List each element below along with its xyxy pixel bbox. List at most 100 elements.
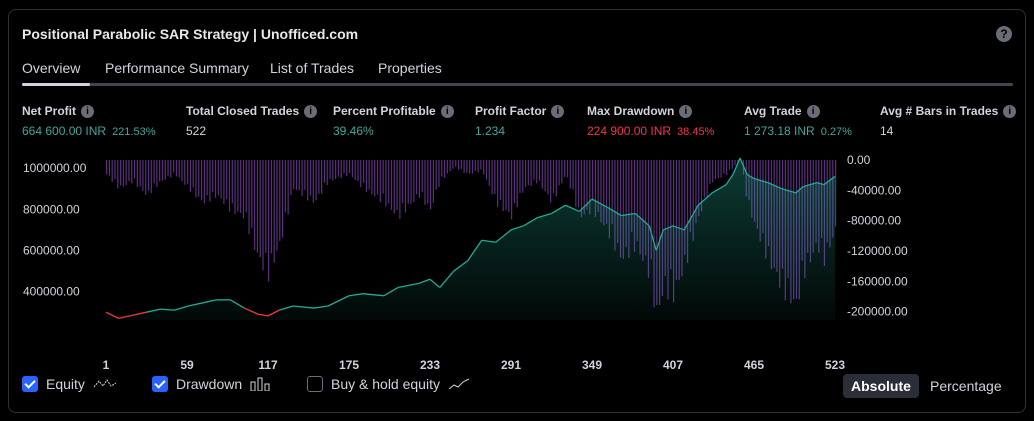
equity-segment xyxy=(229,299,245,309)
info-icon[interactable]: i xyxy=(304,104,318,118)
metric-value: 664 600.00 INR xyxy=(22,124,107,138)
drawdown-bar xyxy=(452,160,454,169)
equity-segment xyxy=(823,175,836,186)
drawdown-checkbox[interactable] xyxy=(152,376,168,392)
percentage-toggle[interactable]: Percentage xyxy=(930,378,1002,394)
drawdown-bar xyxy=(307,160,309,201)
drawdown-bar xyxy=(161,160,164,181)
right-axis-tick: -40000.00 xyxy=(847,183,901,197)
legend-equity[interactable]: Equity xyxy=(22,376,117,392)
legend-buy-hold-equity[interactable]: Buy & hold equity xyxy=(307,376,470,392)
drawdown-bar xyxy=(633,160,636,252)
absolute-toggle[interactable]: Absolute xyxy=(843,374,919,398)
drawdown-bar xyxy=(136,160,138,188)
drawdown-bar xyxy=(335,160,337,179)
drawdown-bar xyxy=(700,160,703,212)
drawdown-bar xyxy=(318,160,320,194)
equity-chart[interactable]: 1000000.00 800000.00 600000.00 400000.00 0.… xyxy=(9,152,1027,380)
equity-segment xyxy=(118,314,133,319)
drawdown-bar xyxy=(513,160,515,204)
drawdown-bar xyxy=(351,160,353,178)
drawdown-bar xyxy=(586,160,588,210)
equity-segment xyxy=(795,186,804,194)
equity-segment xyxy=(418,278,431,285)
drawdown-bar xyxy=(533,160,535,180)
drawdown-bar xyxy=(471,160,474,174)
drawdown-bar xyxy=(379,160,381,203)
metric-percent: 38.45% xyxy=(677,126,715,138)
equity-segment xyxy=(802,181,818,188)
drawdown-bar xyxy=(237,160,239,212)
drawdown-bar xyxy=(343,160,345,174)
drawdown-bar xyxy=(491,160,493,195)
equity-segment xyxy=(672,225,685,231)
drawdown-bar xyxy=(441,160,443,177)
drawdown-bar xyxy=(494,160,496,194)
drawdown-bar xyxy=(284,160,286,213)
info-icon[interactable]: i xyxy=(440,104,454,118)
drawdown-bar xyxy=(430,160,432,210)
drawdown-bar xyxy=(240,160,242,213)
equity-segment xyxy=(565,204,580,213)
drawdown-bar xyxy=(566,160,569,178)
drawdown-bar xyxy=(354,160,356,181)
tab-properties[interactable]: Properties xyxy=(378,60,442,76)
help-icon[interactable]: ? xyxy=(996,26,1012,42)
drawdown-bar xyxy=(371,160,373,195)
drawdown-bar xyxy=(206,160,208,196)
equity-segment xyxy=(105,311,119,319)
drawdown-bar xyxy=(516,160,518,208)
metric-label: Avg Trade xyxy=(744,104,802,118)
metric-label: Max Drawdown xyxy=(587,104,675,118)
legend-drawdown[interactable]: Drawdown xyxy=(152,376,270,392)
metric-value: 39.46% xyxy=(333,124,374,138)
info-icon[interactable]: i xyxy=(679,104,693,118)
drawdown-bar xyxy=(435,160,437,190)
drawdown-bar xyxy=(555,160,557,197)
drawdown-bar xyxy=(254,160,256,250)
equity-area xyxy=(106,157,835,320)
drawdown-bar xyxy=(485,160,488,180)
drawdown-bar xyxy=(731,160,733,169)
info-icon[interactable]: i xyxy=(806,104,820,118)
equity-segment xyxy=(313,305,329,309)
equity-segment xyxy=(551,204,566,215)
drawdown-bar xyxy=(290,160,292,196)
tab-list-of-trades[interactable]: List of Trades xyxy=(270,60,355,76)
drawdown-bar xyxy=(365,160,367,193)
drawdown-bar xyxy=(407,160,409,204)
drawdown-bar xyxy=(589,160,591,215)
info-icon[interactable]: i xyxy=(81,104,94,118)
x-axis-tick: 407 xyxy=(663,358,683,372)
drawdown-bar xyxy=(678,160,680,280)
equity-segment xyxy=(648,225,657,251)
metric-avg-bars-in-trades: Avg # Bars in Trades i 14 xyxy=(880,104,1017,138)
equity-segment xyxy=(348,293,364,297)
drawdown-bar xyxy=(661,160,664,297)
equity-segment xyxy=(267,309,280,317)
right-axis-tick: -120000.00 xyxy=(847,244,908,258)
tab-overview[interactable]: Overview xyxy=(22,60,81,76)
tab-performance-summary[interactable]: Performance Summary xyxy=(105,60,249,76)
drawdown-bar xyxy=(167,160,169,176)
drawdown-bar xyxy=(519,160,521,193)
drawdown-bar xyxy=(192,160,194,188)
info-icon[interactable]: i xyxy=(1003,104,1017,118)
drawdown-bar xyxy=(508,160,510,213)
equity-segment xyxy=(258,313,269,317)
drawdown-bar xyxy=(217,160,219,196)
equity-checkbox[interactable] xyxy=(22,376,38,392)
drawdown-bar xyxy=(214,160,217,198)
metric-value: 224 900.00 INR xyxy=(587,124,672,138)
drawdown-bar xyxy=(399,160,401,219)
drawdown-bar xyxy=(181,160,183,182)
drawdown-bar xyxy=(720,160,722,178)
right-axis-tick: -80000.00 xyxy=(847,214,901,228)
info-icon[interactable]: i xyxy=(551,104,565,118)
buy-hold-checkbox[interactable] xyxy=(307,376,323,392)
drawdown-bar xyxy=(396,160,398,211)
equity-segment xyxy=(202,299,217,304)
drawdown-bar xyxy=(686,160,689,263)
drawdown-bar xyxy=(538,160,541,181)
equity-segment xyxy=(607,206,622,217)
